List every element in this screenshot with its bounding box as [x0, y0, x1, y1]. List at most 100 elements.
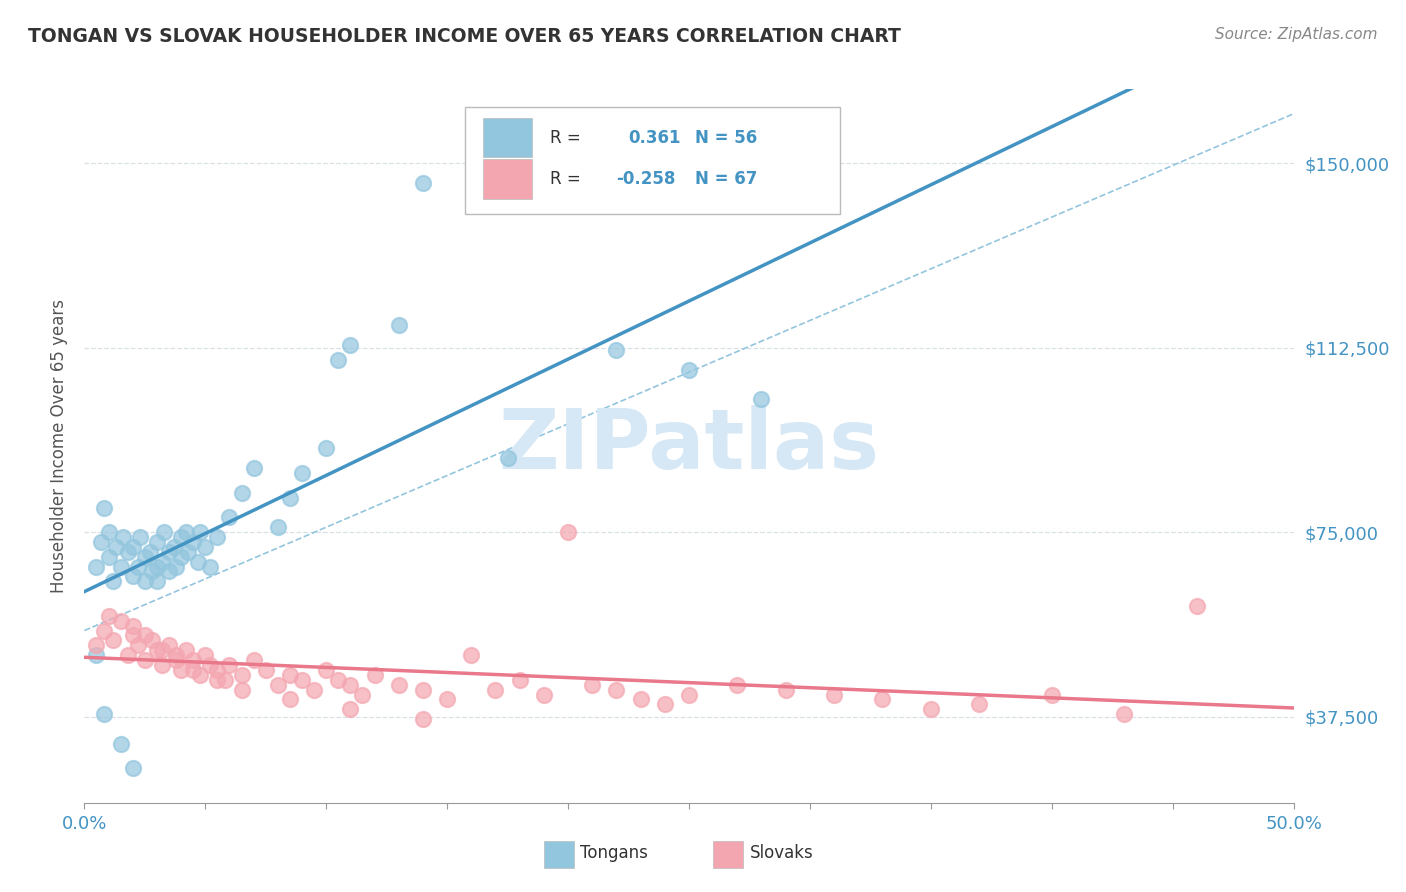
Point: [339, 702, 361, 716]
Point: [605, 343, 627, 357]
Point: [291, 673, 314, 687]
Point: [533, 688, 555, 702]
Point: [127, 559, 149, 574]
Point: [165, 653, 187, 667]
Text: N = 56: N = 56: [695, 128, 758, 146]
Point: [93, 624, 115, 638]
Point: [207, 673, 229, 687]
Point: [134, 549, 156, 564]
Point: [110, 614, 132, 628]
Point: [1040, 688, 1063, 702]
Point: [218, 658, 240, 673]
Point: [121, 569, 143, 583]
Point: [254, 663, 277, 677]
Point: [920, 702, 942, 716]
Point: [484, 682, 506, 697]
Point: [412, 712, 434, 726]
Point: [103, 633, 125, 648]
Point: [187, 555, 209, 569]
Point: [436, 692, 458, 706]
Point: [1185, 599, 1208, 613]
Point: [86, 559, 108, 574]
Text: Source: ZipAtlas.com: Source: ZipAtlas.com: [1215, 27, 1378, 42]
Point: [872, 692, 894, 706]
Point: [198, 559, 221, 574]
Point: [218, 510, 240, 524]
Point: [97, 549, 120, 564]
Text: N = 67: N = 67: [695, 170, 758, 188]
Point: [93, 707, 115, 722]
Point: [170, 663, 193, 677]
Point: [328, 673, 350, 687]
Point: [103, 574, 125, 589]
Point: [198, 658, 221, 673]
Point: [121, 761, 143, 775]
Point: [165, 648, 187, 662]
Text: 0.361: 0.361: [628, 128, 681, 146]
Point: [181, 663, 204, 677]
Point: [967, 698, 990, 712]
Point: [150, 658, 173, 673]
FancyBboxPatch shape: [484, 118, 531, 157]
Point: [110, 737, 132, 751]
Point: [97, 608, 120, 623]
FancyBboxPatch shape: [484, 160, 531, 199]
Point: [231, 668, 253, 682]
FancyBboxPatch shape: [465, 107, 841, 214]
Text: R =: R =: [550, 128, 586, 146]
Point: [194, 648, 217, 662]
Point: [388, 678, 411, 692]
Point: [278, 668, 301, 682]
Point: [117, 545, 139, 559]
Point: [181, 653, 204, 667]
Point: [146, 535, 169, 549]
Point: [174, 525, 197, 540]
Point: [90, 535, 112, 549]
Point: [352, 688, 374, 702]
Point: [278, 491, 301, 505]
Point: [823, 688, 845, 702]
Point: [177, 545, 200, 559]
Point: [104, 540, 127, 554]
Point: [138, 545, 160, 559]
Point: [654, 698, 676, 712]
Point: [150, 643, 173, 657]
Point: [170, 530, 193, 544]
Y-axis label: Householder Income Over 65 years: Householder Income Over 65 years: [51, 299, 69, 593]
Point: [242, 653, 264, 667]
Point: [174, 643, 197, 657]
Point: [146, 559, 169, 574]
Point: [725, 678, 748, 692]
Point: [86, 648, 108, 662]
Point: [775, 682, 797, 697]
Point: [190, 525, 212, 540]
Point: [339, 338, 361, 352]
Point: [93, 500, 115, 515]
Point: [581, 678, 603, 692]
Point: [134, 628, 156, 642]
Point: [134, 653, 156, 667]
Point: [207, 530, 229, 544]
Point: [141, 565, 163, 579]
Point: [291, 466, 314, 480]
Point: [146, 643, 169, 657]
Point: [267, 520, 290, 534]
Point: [181, 535, 204, 549]
Point: [605, 682, 627, 697]
Point: [363, 668, 385, 682]
Point: [194, 540, 217, 554]
Point: [170, 549, 193, 564]
Text: Slovaks: Slovaks: [749, 844, 813, 862]
Point: [121, 628, 143, 642]
Point: [496, 451, 519, 466]
Point: [267, 678, 290, 692]
Point: [315, 442, 337, 456]
Text: R =: R =: [550, 170, 586, 188]
Point: [557, 525, 579, 540]
Point: [231, 485, 253, 500]
Point: [242, 461, 264, 475]
Point: [339, 678, 361, 692]
Point: [328, 352, 350, 367]
Point: [141, 633, 163, 648]
Point: [117, 648, 139, 662]
